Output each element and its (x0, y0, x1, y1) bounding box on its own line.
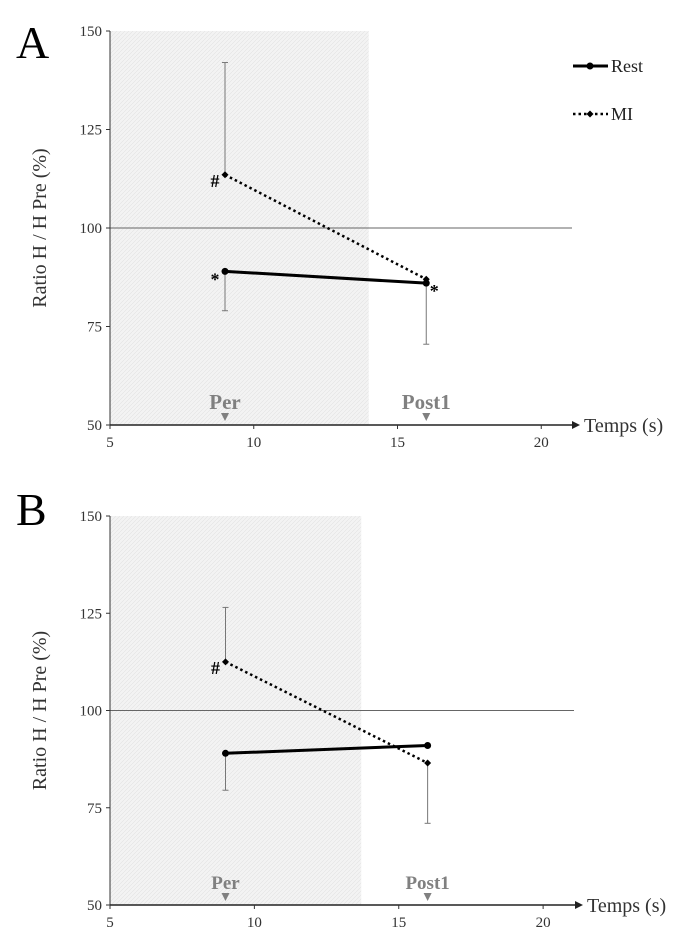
significance-annotation: # (211, 658, 220, 678)
x-axis-arrow (572, 421, 580, 429)
y-tick-label: 150 (80, 24, 103, 40)
panel-letter: A (16, 17, 49, 68)
x-axis-arrow (575, 901, 583, 909)
data-point-rest (222, 749, 229, 757)
y-tick-label: 75 (87, 801, 102, 817)
phase-marker-label: Post1 (405, 873, 449, 894)
significance-annotation: * (211, 269, 220, 289)
y-axis-label: Ratio H / H Pre (%) (29, 148, 51, 307)
y-tick-label: 75 (87, 320, 102, 336)
x-tick-label: 15 (390, 435, 405, 451)
series-line-mi (224, 660, 429, 765)
x-tick-label: 20 (536, 915, 551, 931)
significance-annotation: * (430, 281, 439, 301)
x-tick-label: 10 (246, 435, 261, 451)
phase-marker-arrow (221, 893, 230, 901)
data-point-rest (424, 742, 432, 750)
significance-annotation: # (211, 171, 220, 191)
x-tick-label: 5 (106, 915, 114, 931)
x-tick-label: 20 (534, 435, 549, 451)
x-axis-label: Temps (s) (587, 895, 666, 917)
y-tick-label: 125 (80, 606, 103, 622)
data-point-mi (222, 658, 229, 666)
phase-marker-arrow (423, 893, 432, 901)
data-point-mi (422, 275, 430, 283)
phase-marker-label: Per (209, 390, 240, 414)
phase-marker-label: Per (211, 873, 240, 894)
panel-letter: B (16, 484, 47, 535)
x-tick-label: 10 (247, 915, 262, 931)
phase-marker-label: Post1 (402, 390, 451, 414)
series-line-mi (224, 173, 427, 281)
y-tick-label: 50 (87, 418, 102, 434)
data-point-rest (221, 267, 229, 275)
chart-panel-b: 50 75 100 125 150 5 10 15 20 Ratio H / H Pre (%) T… (16, 484, 666, 931)
chart-panel-a: 50 75 100 125 150 5 10 15 20 Ratio H / H Pre (%) T… (16, 17, 663, 451)
series-line-rest (224, 269, 427, 285)
y-tick-label: 125 (80, 123, 103, 139)
phase-marker-arrow (422, 413, 431, 421)
legend-marker-mi (586, 110, 594, 118)
x-tick-label: 15 (391, 915, 406, 931)
data-point-rest (422, 279, 430, 287)
y-tick-label: 100 (80, 221, 103, 237)
data-point-mi (221, 171, 229, 179)
y-tick-label: 150 (80, 509, 103, 525)
legend-label-mi: MI (611, 104, 633, 124)
legend-marker-rest (586, 62, 594, 70)
y-tick-label: 50 (87, 898, 102, 914)
legend-label-rest: Rest (611, 56, 643, 76)
data-point-mi (424, 759, 432, 767)
phase-marker-arrow (221, 413, 229, 421)
y-tick-label: 100 (80, 704, 103, 720)
x-axis-label: Temps (s) (584, 415, 663, 437)
x-tick-label: 5 (106, 435, 114, 451)
y-axis-label: Ratio H / H Pre (%) (29, 631, 51, 790)
